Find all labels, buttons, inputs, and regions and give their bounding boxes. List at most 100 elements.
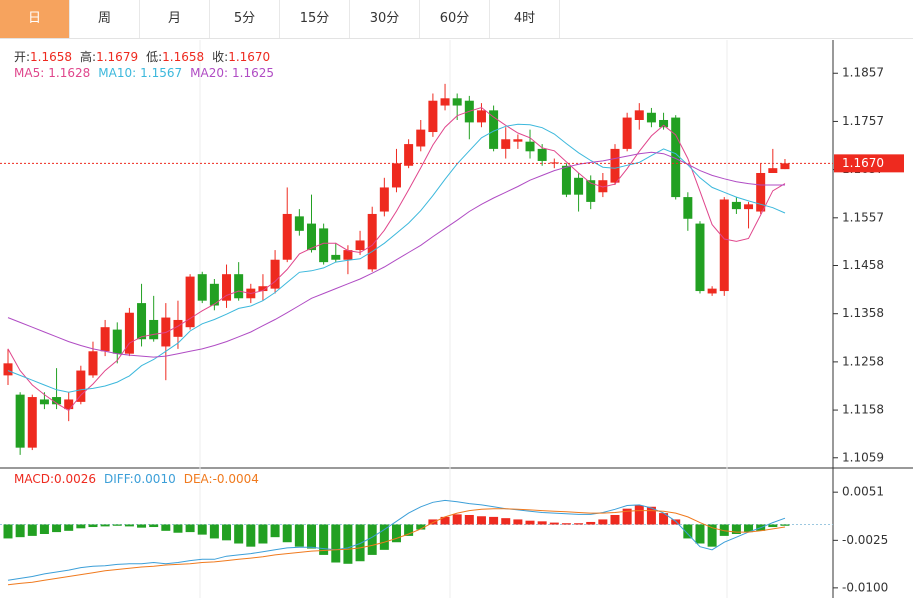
macd-bar — [39, 524, 49, 534]
ma-value: 1.1567 — [140, 66, 183, 80]
candle-body — [379, 187, 389, 212]
macd-bar — [634, 505, 644, 525]
period-tab[interactable]: 60分 — [420, 0, 490, 38]
ma-name: MA5: — [14, 66, 45, 80]
macd-bar — [731, 524, 741, 534]
candle-body — [695, 223, 705, 292]
y-tick-label: 1.1059 — [842, 450, 884, 464]
macd-bar — [659, 513, 669, 525]
macd-bar — [391, 524, 401, 543]
candle-body — [719, 199, 729, 292]
candle-body — [671, 117, 681, 198]
period-tab[interactable]: 周 — [70, 0, 140, 38]
macd-bar — [598, 519, 608, 525]
macd-value: 0.0026 — [54, 472, 97, 486]
macd-bar — [270, 524, 280, 538]
macd-bar — [501, 518, 511, 525]
candle-body — [39, 399, 49, 405]
period-tab[interactable]: 4时 — [490, 0, 560, 38]
candle-body — [149, 319, 159, 340]
ma-line — [7, 151, 785, 358]
macd-bar — [561, 523, 571, 525]
candle-body — [355, 240, 365, 251]
macd-bar — [137, 524, 147, 528]
macd-bar — [222, 524, 232, 541]
macd-bar — [683, 524, 693, 539]
macd-bar — [489, 516, 499, 525]
candle-body — [137, 303, 147, 340]
y-tick-label: 1.1458 — [842, 258, 884, 272]
candle-body — [598, 180, 608, 193]
macd-bar — [319, 524, 329, 555]
macd-legend-item: DEA:-0.0004 — [184, 472, 259, 486]
macd-bar — [282, 524, 292, 543]
candle-body — [124, 312, 134, 354]
candle-body — [744, 204, 754, 210]
macd-name: DIFF: — [104, 472, 134, 486]
macd-bar — [27, 524, 37, 536]
candle-body — [222, 274, 232, 301]
macd-bar — [452, 514, 462, 525]
candle-body — [331, 254, 341, 260]
ma-line — [7, 123, 786, 393]
candle-body — [404, 144, 414, 166]
macd-bar — [149, 524, 159, 528]
period-tab[interactable]: 30分 — [350, 0, 420, 38]
candle-body — [574, 177, 584, 195]
y-tick-label: 1.1557 — [842, 210, 884, 224]
ohlc-value: 1.1670 — [228, 50, 271, 64]
candle-body — [100, 327, 110, 352]
candle-body — [683, 197, 693, 219]
candle-body — [476, 110, 486, 123]
macd-line — [7, 499, 786, 581]
candle-body — [173, 319, 183, 337]
macd-bar — [525, 520, 535, 525]
candle-body — [27, 397, 37, 448]
candle-body — [112, 329, 122, 354]
ma-legend: MA5: 1.1628 MA10: 1.1567 MA20: 1.1625 — [14, 66, 282, 80]
y-tick-label: -0.0025 — [842, 533, 888, 547]
candle-body — [452, 98, 462, 106]
macd-bar — [307, 524, 316, 549]
y-tick-label: 1.1258 — [842, 354, 884, 368]
macd-bar — [768, 524, 778, 528]
macd-bar — [3, 524, 13, 539]
period-tab[interactable]: 日 — [0, 0, 70, 38]
candle-body — [549, 162, 559, 164]
macd-name: DEA: — [183, 472, 213, 486]
candle-body — [64, 399, 74, 410]
macd-bar — [185, 524, 195, 533]
last-price-box — [834, 154, 904, 173]
candle-body — [416, 129, 426, 147]
macd-bar — [76, 524, 86, 529]
period-tab[interactable]: 15分 — [280, 0, 350, 38]
macd-value: 0.0010 — [133, 472, 176, 486]
macd-bar — [586, 521, 596, 525]
ohlc-item: 开:1.1658 — [14, 50, 72, 64]
candle-body — [209, 283, 219, 306]
macd-bar — [246, 524, 256, 547]
macd-bar — [343, 524, 353, 564]
candle-body — [367, 213, 377, 270]
macd-bar — [549, 522, 559, 525]
candle-body — [282, 213, 292, 260]
candle-body — [185, 276, 195, 328]
candle-body — [391, 163, 401, 188]
candle-body — [634, 110, 644, 120]
candle-body — [659, 119, 669, 128]
macd-bar — [64, 524, 74, 531]
macd-bar — [646, 506, 656, 525]
period-tabs: 日周月 5分 15分 30分 60分 4时 — [0, 0, 913, 39]
macd-bar — [574, 523, 584, 525]
candle-body — [52, 397, 62, 405]
ohlc-label: 高: — [80, 50, 97, 64]
period-tab[interactable]: 5分 — [210, 0, 280, 38]
macd-bar — [404, 524, 414, 536]
ohlc-legend: 开:1.1658 高:1.1679 低:1.1658 收:1.1670 — [14, 48, 278, 65]
macd-bar — [707, 524, 717, 547]
macd-bar — [112, 524, 122, 526]
macd-bar — [780, 524, 790, 526]
candle-body — [319, 228, 329, 263]
period-tab[interactable]: 月 — [140, 0, 210, 38]
